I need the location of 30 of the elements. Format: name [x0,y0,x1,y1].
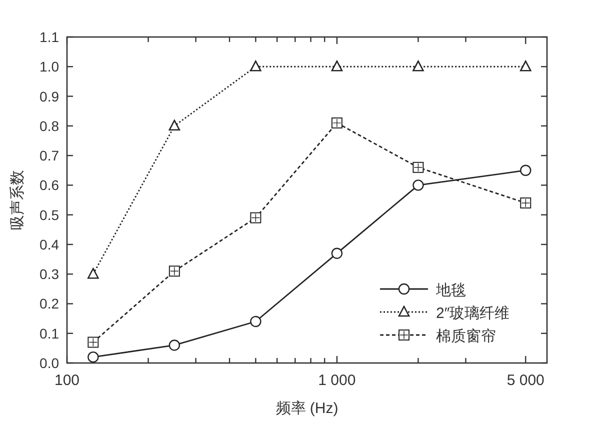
legend-label: 棉质窗帘 [436,328,496,345]
y-tick-label: 0.8 [40,118,60,134]
x-tick-label: 1 000 [318,372,356,389]
point [250,316,262,328]
y-tick-label: 0.9 [40,88,60,104]
y-tick-label: 0.5 [40,206,60,223]
y-tick-label: 0.0 [40,355,60,371]
y-tick-label: 0.2 [40,296,60,312]
y-tick-label: 0.3 [40,266,60,282]
point [168,340,180,351]
point [331,248,343,259]
x-tick-label: 5 000 [506,372,544,389]
y-tick-label: 0.7 [40,148,60,164]
legend-label: 2″玻璃纤维 [436,305,510,322]
y-tick-label: 0.1 [40,325,60,342]
y-tick-label: 0.4 [40,236,60,252]
point [412,180,424,191]
y-tick-label: 1.1 [40,29,60,45]
x-tick-label: 100 [54,372,80,389]
point [331,60,343,72]
x-axis-title: 频率 (Hz) [276,400,338,417]
point [168,120,180,131]
y-axis-title: 吸声系数 [9,170,26,230]
y-tick-label: 1.0 [40,58,60,75]
legend-label: 地毯 [435,282,466,299]
point [88,268,99,279]
y-tick-label: 0.6 [40,177,60,194]
point [412,60,424,72]
point [88,351,99,363]
point [250,60,262,72]
